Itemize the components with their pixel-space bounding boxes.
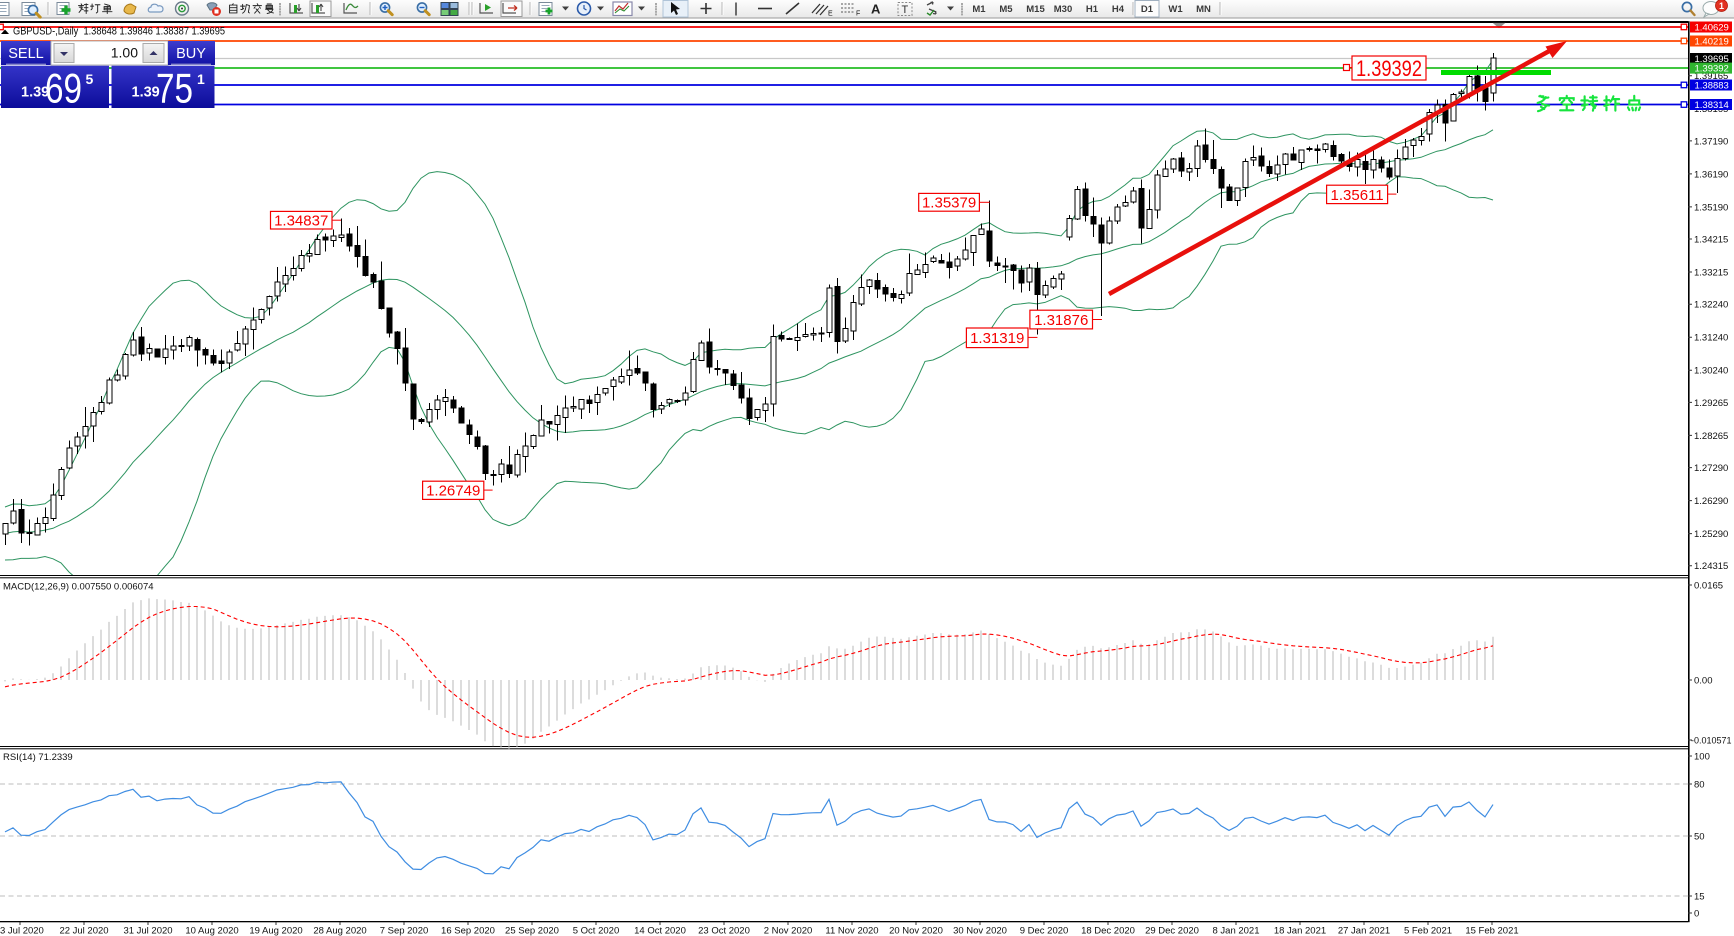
svg-text:19 Aug 2020: 19 Aug 2020 (249, 926, 302, 936)
svg-text:M5: M5 (999, 4, 1013, 15)
svg-text:1.39392: 1.39392 (1356, 56, 1422, 81)
svg-text:1.36190: 1.36190 (1694, 169, 1728, 180)
svg-text:1.34837: 1.34837 (274, 213, 328, 230)
svg-text:28 Aug 2020: 28 Aug 2020 (313, 926, 366, 936)
svg-text:1.29265: 1.29265 (1694, 398, 1728, 409)
svg-text:1.39392: 1.39392 (1695, 64, 1729, 75)
svg-text:0: 0 (1694, 909, 1699, 920)
svg-text:1.35379: 1.35379 (922, 195, 976, 212)
svg-text:1.38314: 1.38314 (1695, 100, 1729, 111)
svg-text:SELL: SELL (8, 46, 43, 62)
svg-text:1.39: 1.39 (21, 85, 49, 101)
svg-text:16 Sep 2020: 16 Sep 2020 (441, 926, 495, 936)
svg-text:9 Dec 2020: 9 Dec 2020 (1020, 926, 1069, 936)
svg-text:3 Jul 2020: 3 Jul 2020 (0, 926, 44, 936)
svg-text:15: 15 (1694, 892, 1705, 903)
svg-text:1.35190: 1.35190 (1694, 202, 1728, 213)
svg-text:D1: D1 (1141, 4, 1154, 15)
svg-text:18 Jan 2021: 18 Jan 2021 (1274, 926, 1326, 936)
svg-text:25 Sep 2020: 25 Sep 2020 (505, 926, 559, 936)
svg-text:20 Nov 2020: 20 Nov 2020 (889, 926, 943, 936)
svg-text:18 Dec 2020: 18 Dec 2020 (1081, 926, 1135, 936)
svg-text:23 Oct 2020: 23 Oct 2020 (698, 926, 750, 936)
svg-text:0.00: 0.00 (1694, 676, 1713, 687)
svg-text:69: 69 (45, 65, 82, 112)
svg-text:1.26749: 1.26749 (426, 483, 480, 500)
svg-text:1.37190: 1.37190 (1694, 136, 1728, 147)
svg-text:75: 75 (156, 65, 193, 112)
svg-text:RSI(14) 71.2339: RSI(14) 71.2339 (3, 752, 73, 763)
svg-text:7 Sep 2020: 7 Sep 2020 (380, 926, 429, 936)
svg-text:1.38883: 1.38883 (1695, 81, 1729, 92)
svg-text:MN: MN (1196, 4, 1211, 15)
svg-text:1.26290: 1.26290 (1694, 496, 1728, 507)
svg-text:30 Nov 2020: 30 Nov 2020 (953, 926, 1007, 936)
svg-text:1.00: 1.00 (111, 45, 138, 61)
svg-text:5 Feb 2021: 5 Feb 2021 (1404, 926, 1452, 936)
svg-text:GBPUSD-,Daily 1.38648 1.39846: GBPUSD-,Daily 1.38648 1.39846 1.38387 1.… (13, 25, 225, 37)
svg-text:1.31876: 1.31876 (1034, 312, 1088, 329)
svg-text:H4: H4 (1112, 4, 1125, 15)
svg-text:1: 1 (1719, 1, 1724, 11)
svg-text:1.39165: 1.39165 (1694, 71, 1728, 82)
svg-text:5 Oct 2020: 5 Oct 2020 (573, 926, 619, 936)
svg-text:1.39: 1.39 (132, 85, 160, 101)
svg-text:M15: M15 (1026, 4, 1045, 15)
svg-text:1.40629: 1.40629 (1695, 23, 1729, 34)
svg-text:1.25290: 1.25290 (1694, 529, 1728, 540)
svg-text:1.24315: 1.24315 (1694, 561, 1728, 572)
svg-text:10 Aug 2020: 10 Aug 2020 (185, 926, 238, 936)
svg-text:M30: M30 (1054, 4, 1072, 15)
svg-text:11 Nov 2020: 11 Nov 2020 (825, 926, 878, 936)
svg-text:1.35611: 1.35611 (1331, 187, 1384, 204)
svg-text:E: E (828, 11, 833, 18)
svg-text:1: 1 (197, 71, 205, 87)
svg-text:0.0165: 0.0165 (1694, 581, 1723, 592)
svg-text:-0.010571: -0.010571 (1691, 736, 1732, 746)
svg-text:14 Oct 2020: 14 Oct 2020 (634, 926, 686, 936)
svg-text:5: 5 (86, 71, 94, 87)
svg-text:1.31319: 1.31319 (970, 330, 1024, 347)
svg-text:2 Nov 2020: 2 Nov 2020 (764, 926, 813, 936)
svg-text:31 Jul 2020: 31 Jul 2020 (123, 926, 172, 936)
svg-text:1.30240: 1.30240 (1694, 366, 1728, 377)
svg-text:H1: H1 (1086, 4, 1099, 15)
svg-text:29 Dec 2020: 29 Dec 2020 (1145, 926, 1199, 936)
svg-text:1.34215: 1.34215 (1694, 235, 1728, 246)
svg-text:A: A (871, 2, 881, 17)
svg-text:1.33215: 1.33215 (1694, 268, 1728, 279)
svg-text:1.31240: 1.31240 (1694, 333, 1728, 344)
svg-text:1.32240: 1.32240 (1694, 300, 1728, 311)
svg-text:T: T (902, 4, 909, 16)
svg-text:1.40219: 1.40219 (1695, 37, 1729, 48)
svg-text:27 Jan 2021: 27 Jan 2021 (1338, 926, 1390, 936)
svg-text:1.27290: 1.27290 (1694, 463, 1728, 474)
svg-text:M1: M1 (972, 4, 986, 15)
svg-text:W1: W1 (1168, 4, 1183, 15)
svg-text:8 Jan 2021: 8 Jan 2021 (1212, 926, 1259, 936)
svg-text:1.28265: 1.28265 (1694, 431, 1728, 442)
svg-text:BUY: BUY (176, 46, 206, 62)
svg-text:80: 80 (1694, 780, 1705, 791)
svg-text:22 Jul 2020: 22 Jul 2020 (59, 926, 108, 936)
svg-text:50: 50 (1694, 832, 1705, 843)
svg-text:MACD(12,26,9) 0.007550 0.00607: MACD(12,26,9) 0.007550 0.006074 (3, 582, 154, 593)
svg-text:15 Feb 2021: 15 Feb 2021 (1465, 926, 1518, 936)
svg-text:1.39695: 1.39695 (1695, 54, 1729, 65)
svg-text:F: F (856, 11, 860, 18)
svg-text:100: 100 (1694, 752, 1710, 763)
